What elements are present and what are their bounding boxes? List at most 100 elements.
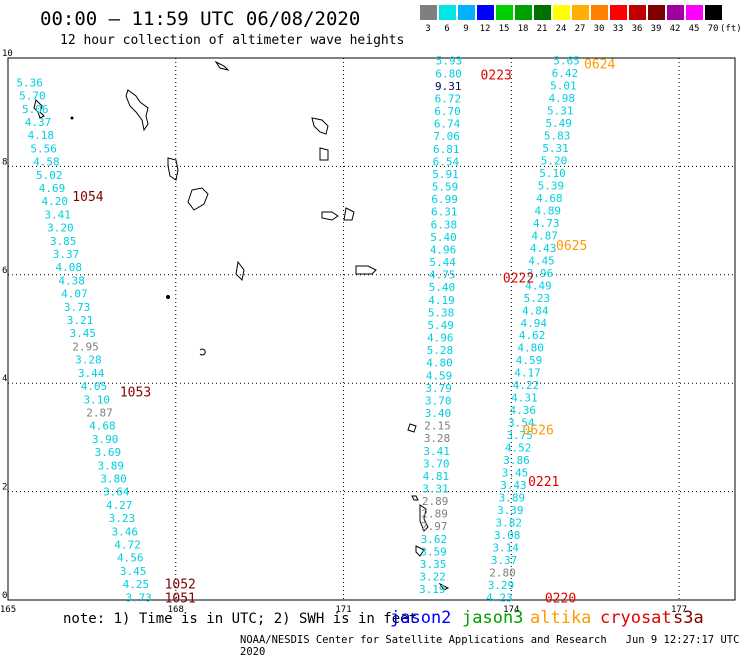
wave-height-value: 4.38 <box>58 274 84 287</box>
wave-height-value: 4.81 <box>423 470 450 483</box>
wave-height-value: 3.59 <box>420 545 447 558</box>
satellite-legend-item: s3a <box>673 608 704 628</box>
scale-swatch <box>553 5 570 20</box>
x-tick-label: 165 <box>0 605 16 615</box>
wave-height-value: 3.82 <box>496 516 523 529</box>
wave-height-value: 4.22 <box>513 379 540 392</box>
wave-height-value: 4.73 <box>533 217 560 230</box>
wave-height-value: 4.52 <box>505 442 531 455</box>
island-outline <box>70 116 74 120</box>
wave-height-value: 6.81 <box>433 143 460 156</box>
y-tick-label: 4 <box>2 374 7 384</box>
wave-height-value: 7.06 <box>433 130 460 143</box>
scale-label: 42 <box>669 24 681 34</box>
wave-height-value: 4.43 <box>530 242 557 255</box>
island-outline <box>407 423 417 433</box>
x-tick-label: 168 <box>168 605 184 615</box>
pass-time-label: 0221 <box>528 475 559 490</box>
island-outline <box>166 295 170 299</box>
pass-time-label: 0626 <box>522 423 553 438</box>
wave-height-value: 4.98 <box>549 92 576 105</box>
wave-height-value: 5.93 <box>436 55 463 68</box>
scale-swatch <box>534 5 551 20</box>
scale-label: 12 <box>479 24 491 34</box>
wave-height-value: 5.40 <box>430 231 457 244</box>
wave-height-value: 4.07 <box>61 288 88 301</box>
scale-label: 21 <box>536 24 548 34</box>
wave-height-value: 2.15 <box>424 420 451 433</box>
scale-label: 18 <box>517 24 529 34</box>
wave-height-value: 6.70 <box>434 105 461 118</box>
scale-swatch <box>458 5 475 20</box>
wave-height-value: 3.45 <box>70 327 97 340</box>
wave-height-value: 2.95 <box>72 340 99 353</box>
wave-height-value: 4.08 <box>56 261 83 274</box>
wave-height-value: 5.23 <box>524 292 551 305</box>
wave-height-value: 3.85 <box>50 235 77 248</box>
wave-height-value: 4.94 <box>520 317 547 330</box>
wave-height-value: 3.44 <box>78 367 105 380</box>
satellite-legend-item: cryosat <box>600 608 672 628</box>
wave-height-value: 3.73 <box>125 591 152 604</box>
scale-label: 70 <box>707 24 719 34</box>
wave-height-value: 4.69 <box>39 182 66 195</box>
scale-label: 30 <box>593 24 605 34</box>
scale-swatch <box>648 5 665 20</box>
wave-height-value: 5.38 <box>428 306 455 319</box>
wave-height-value: 3.20 <box>47 222 73 235</box>
scale-swatch <box>496 5 513 20</box>
wave-height-value: 3.19 <box>419 583 446 596</box>
island-outline <box>214 60 230 71</box>
wave-height-value: 3.41 <box>423 445 450 458</box>
scale-swatch <box>420 5 437 20</box>
wave-height-value: 5.49 <box>427 319 454 332</box>
wave-height-value: 3.37 <box>53 248 80 261</box>
wave-height-value: 4.72 <box>114 538 141 551</box>
wave-height-value: 4.49 <box>525 279 552 292</box>
wave-height-value: 3.70 <box>425 394 452 407</box>
wave-height-value: 2.80 <box>489 566 516 579</box>
island-outline <box>355 265 377 275</box>
wave-height-value: 4.59 <box>516 354 543 367</box>
wave-height-value: 2.89 <box>421 508 448 521</box>
wave-height-value: 4.68 <box>89 420 116 433</box>
island-outline <box>311 117 329 135</box>
wave-height-value: 3.75 <box>506 429 532 442</box>
wave-height-value: 3.21 <box>67 314 94 327</box>
wave-height-value: 3.62 <box>421 533 448 546</box>
y-tick-label: 2 <box>2 483 7 493</box>
wave-height-value: 6.38 <box>431 218 458 231</box>
island-outline <box>167 157 179 181</box>
scale-label: 33 <box>612 24 624 34</box>
footer-note: note: 1) Time is in UTC; 2) SWH is in fe… <box>63 611 418 627</box>
wave-height-value: 3.14 <box>492 541 519 554</box>
wave-height-value: 3.86 <box>503 454 530 467</box>
scale-label: 27 <box>574 24 586 34</box>
wave-height-value: 4.31 <box>511 392 538 405</box>
wave-height-value: 4.96 <box>430 243 457 256</box>
y-tick-label: 8 <box>2 157 7 167</box>
island-outline <box>438 582 450 591</box>
scale-swatch <box>591 5 608 20</box>
wave-height-value: 4.36 <box>510 404 537 417</box>
wave-height-value: 6.99 <box>431 193 458 206</box>
pass-time-label: 1052 <box>165 578 196 593</box>
map-frame <box>7 57 736 601</box>
scale-swatch <box>572 5 589 20</box>
scale-label: 15 <box>498 24 510 34</box>
credit-org: NOAA/NESDIS Center for Satellite Applica… <box>240 634 607 646</box>
wave-height-value: 4.87 <box>531 229 558 242</box>
wave-height-value: 4.45 <box>528 254 555 267</box>
y-tick-label: 0 <box>2 591 7 601</box>
scale-label: 39 <box>650 24 662 34</box>
island-outline <box>411 495 419 501</box>
wave-height-value: 4.25 <box>123 578 149 591</box>
island-outline <box>235 260 245 282</box>
wave-height-value: 3.10 <box>83 393 110 406</box>
y-tick-label: 10 <box>2 49 13 59</box>
wave-height-value: 3.28 <box>424 432 451 445</box>
wave-height-value: 5.36 <box>16 76 43 89</box>
wave-height-value: 5.83 <box>544 130 571 143</box>
wave-height-value: 3.69 <box>95 446 122 459</box>
